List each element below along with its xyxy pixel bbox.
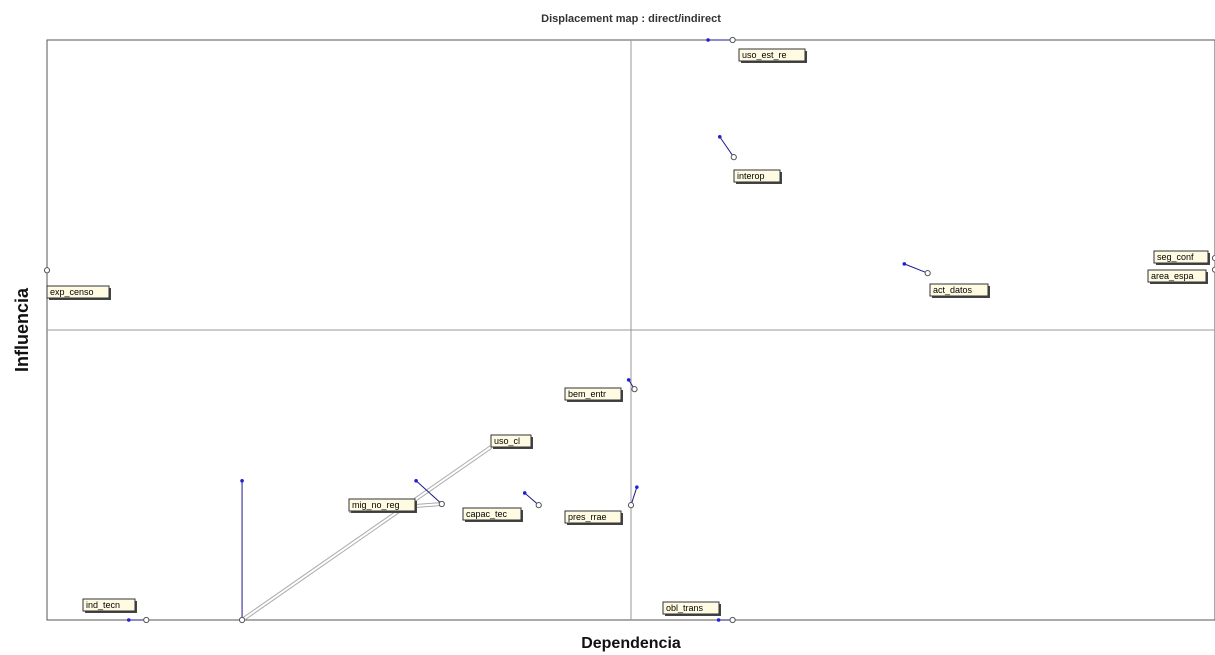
displacement-line — [630, 487, 638, 506]
direct-point — [522, 491, 527, 495]
point-seg_conf: seg_conf — [1153, 250, 1215, 265]
x-axis-label: Dependencia — [581, 635, 681, 652]
point-label: capac_tec — [466, 509, 508, 519]
label-box — [733, 169, 781, 183]
direct-point — [414, 479, 418, 483]
label-box — [490, 434, 532, 448]
indirect-point — [627, 502, 635, 509]
chart-title: Displacement map : direct/indirect — [541, 13, 721, 25]
indirect-point — [238, 616, 246, 624]
indirect-point — [438, 500, 445, 508]
point-label: ind_tecn — [86, 600, 120, 610]
label-box — [348, 498, 416, 512]
point-label: uso_est_re — [742, 50, 787, 60]
label-box — [662, 601, 720, 615]
direct-point — [717, 135, 722, 139]
y-axis-label: Influencia — [12, 287, 32, 372]
label-box — [1147, 269, 1207, 283]
indirect-point — [143, 616, 150, 624]
label-box — [462, 507, 522, 521]
point-label: interop — [737, 171, 765, 181]
label-box — [564, 387, 622, 401]
point-label: obl_trans — [666, 603, 704, 613]
indirect-point — [729, 36, 736, 44]
displacement-line — [719, 136, 735, 158]
point-label: mig_no_reg — [352, 500, 400, 510]
point-interop: interop — [717, 135, 782, 184]
point-label: bem_entr — [568, 389, 606, 399]
indirect-point — [924, 270, 931, 277]
point-label: seg_conf — [1157, 252, 1194, 262]
point-capac_tec: capac_tec — [462, 491, 542, 522]
point-label: act_datos — [933, 285, 973, 295]
point-obl_trans: obl_trans — [662, 601, 736, 624]
displacement-line — [415, 480, 443, 505]
displacement-line — [904, 263, 928, 274]
direct-point — [716, 618, 721, 622]
label-leader-inner — [241, 446, 492, 621]
point-label: area_espa — [1151, 271, 1194, 281]
indirect-point — [631, 386, 638, 393]
point-exp_censo: exp_censo — [43, 267, 111, 300]
point-label: exp_censo — [50, 287, 94, 297]
point-mig_no_reg: mig_no_reg — [348, 479, 445, 513]
point-label: uso_cl — [494, 436, 520, 446]
point-label: pres_rrae — [568, 512, 607, 522]
indirect-point — [1211, 254, 1215, 262]
direct-point — [626, 378, 631, 382]
direct-point — [240, 479, 244, 483]
point-bem_entr: bem_entr — [564, 378, 638, 402]
point-uso_cl: uso_cl — [238, 434, 533, 624]
direct-point — [126, 618, 131, 622]
direct-point — [902, 262, 907, 266]
label-box — [46, 285, 110, 299]
point-pres_rrae: pres_rrae — [564, 485, 639, 525]
point-act_datos: act_datos — [902, 262, 990, 298]
indirect-point — [43, 267, 51, 274]
label-box — [738, 48, 806, 62]
point-uso_est_re: uso_est_re — [706, 36, 807, 63]
indirect-point — [730, 154, 737, 161]
label-box — [564, 510, 622, 524]
direct-point — [706, 38, 710, 42]
label-box — [82, 598, 136, 612]
indirect-point — [729, 616, 736, 624]
point-area_espa: area_espa — [1147, 266, 1215, 284]
label-box — [929, 283, 989, 297]
indirect-point — [1211, 266, 1215, 273]
direct-point — [635, 485, 639, 489]
label-box — [1153, 250, 1209, 264]
point-ind_tecn: ind_tecn — [82, 598, 150, 624]
indirect-point — [535, 502, 542, 509]
